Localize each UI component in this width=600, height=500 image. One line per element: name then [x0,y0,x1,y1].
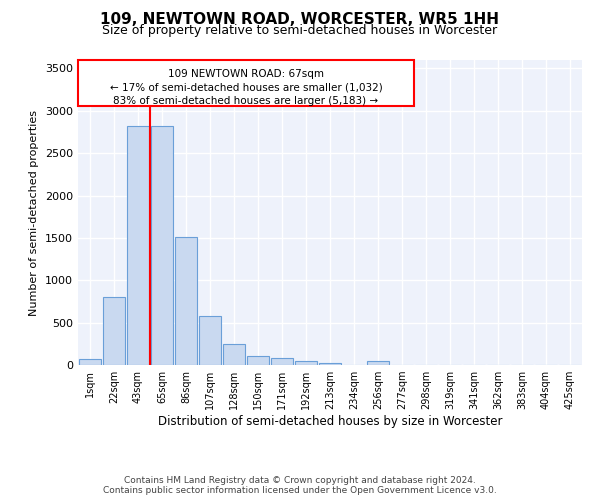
Bar [127,126,149,365]
Bar [175,237,197,365]
X-axis label: Distribution of semi-detached houses by size in Worcester: Distribution of semi-detached houses by … [158,415,502,428]
Y-axis label: Number of semi-detached properties: Number of semi-detached properties [29,110,40,316]
Bar [295,361,317,365]
Bar [79,358,101,365]
Text: Size of property relative to semi-detached houses in Worcester: Size of property relative to semi-detach… [103,24,497,37]
Bar [247,356,269,365]
Text: Contains HM Land Registry data © Crown copyright and database right 2024.
Contai: Contains HM Land Registry data © Crown c… [103,476,497,495]
Bar [367,361,389,365]
Bar [319,363,341,365]
Bar [199,316,221,365]
Bar [151,126,173,365]
Bar [223,344,245,365]
Bar [103,297,125,365]
Text: 109, NEWTOWN ROAD, WORCESTER, WR5 1HH: 109, NEWTOWN ROAD, WORCESTER, WR5 1HH [101,12,499,28]
Bar [271,358,293,365]
Text: 109 NEWTOWN ROAD: 67sqm: 109 NEWTOWN ROAD: 67sqm [168,69,324,79]
Text: ← 17% of semi-detached houses are smaller (1,032): ← 17% of semi-detached houses are smalle… [110,82,382,92]
Text: 83% of semi-detached houses are larger (5,183) →: 83% of semi-detached houses are larger (… [113,96,379,106]
FancyBboxPatch shape [78,60,414,106]
